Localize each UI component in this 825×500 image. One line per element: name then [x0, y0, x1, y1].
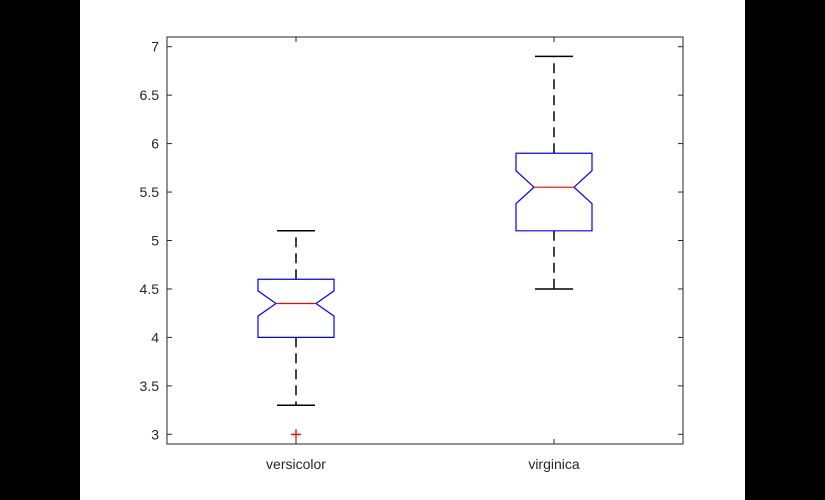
notched-box — [257, 278, 335, 339]
box-versicolor — [257, 230, 335, 440]
y-tick-label: 3 — [151, 426, 159, 442]
notched-box — [515, 152, 593, 232]
y-tick-label: 3.5 — [140, 378, 160, 394]
boxes — [257, 55, 593, 440]
figure-canvas: 3 3.5 4 4.5 5 5.5 6 6.5 7 versicolor virginica — [80, 0, 745, 500]
y-tick-label: 7 — [151, 39, 159, 55]
boxplot-chart: 3 3.5 4 4.5 5 5.5 6 6.5 7 versicolor virginica — [140, 36, 684, 472]
y-tick-label: 5.5 — [140, 184, 160, 200]
plot-area — [166, 36, 684, 445]
y-tick-label: 6.5 — [140, 87, 160, 103]
y-tick-label: 4 — [151, 329, 159, 345]
x-tick-label: virginica — [528, 456, 580, 472]
outlier-marker — [291, 429, 301, 440]
y-tick-label: 6 — [151, 136, 159, 152]
axes-frame — [166, 36, 684, 445]
y-tick-label: 5 — [151, 233, 159, 249]
y-axis: 3 3.5 4 4.5 5 5.5 6 6.5 7 — [140, 39, 683, 442]
x-tick-label: versicolor — [266, 456, 326, 472]
x-axis: versicolor virginica — [266, 37, 580, 472]
y-tick-label: 4.5 — [140, 281, 160, 297]
box-virginica — [515, 55, 593, 290]
